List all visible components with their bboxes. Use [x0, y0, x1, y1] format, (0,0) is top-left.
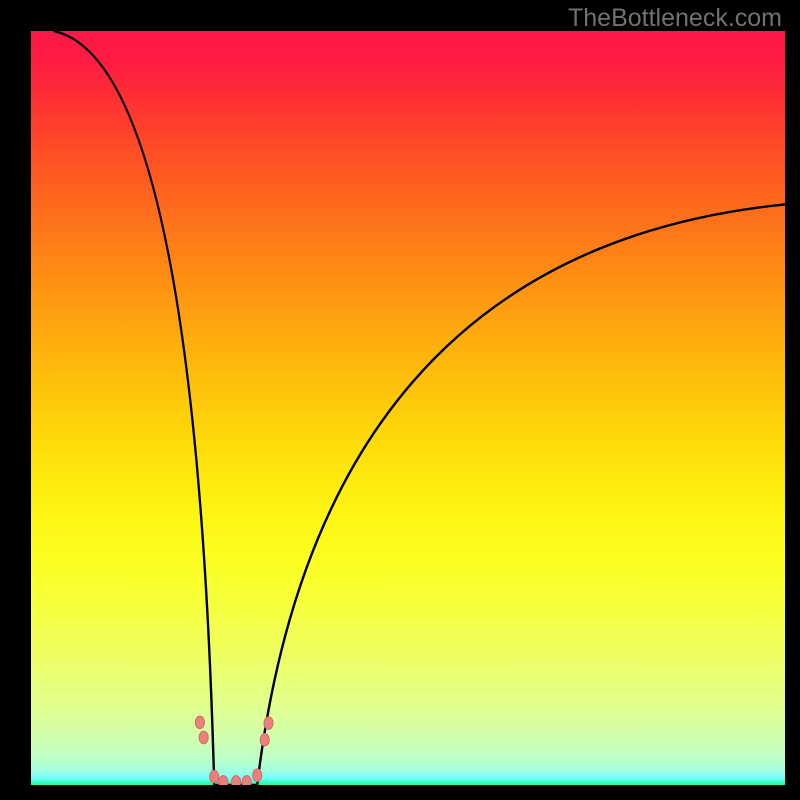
chart-background	[31, 31, 785, 785]
curve-marker	[195, 716, 204, 729]
curve-marker	[264, 717, 273, 730]
curve-marker	[199, 731, 208, 744]
curve-marker	[253, 769, 262, 782]
curve-marker	[210, 770, 219, 783]
curve-marker	[242, 776, 251, 785]
curve-marker	[219, 776, 228, 785]
bottleneck-curve-chart	[31, 31, 785, 785]
curve-marker	[260, 733, 269, 746]
watermark-text: TheBottleneck.com	[568, 4, 782, 33]
curve-marker	[231, 776, 240, 785]
